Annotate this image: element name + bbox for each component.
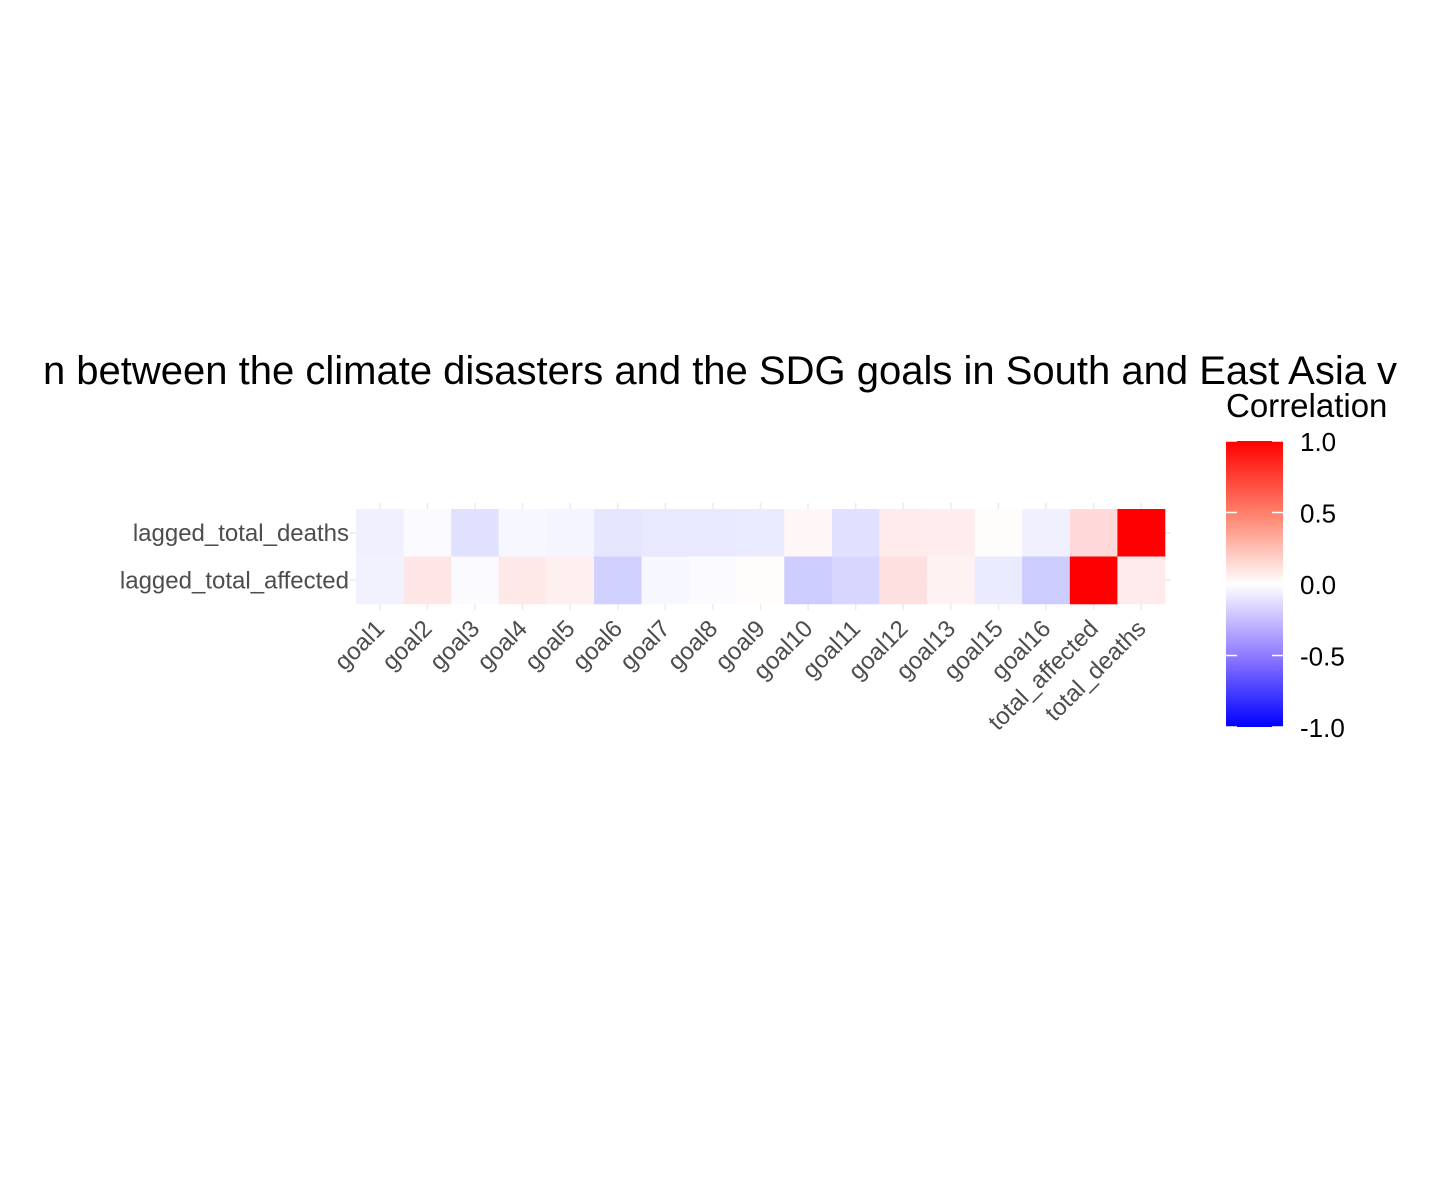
color-legend: Correlation 1.0 0.5 0.0 -0.5 -1.0 [1226, 387, 1387, 743]
y-tick-label: lagged_total_affected [120, 567, 349, 594]
legend-tick-label: 1.0 [1300, 427, 1336, 457]
heatmap-cell [1069, 509, 1118, 557]
heatmap-cell [451, 509, 500, 557]
heatmap-cell [879, 556, 928, 605]
heatmap-cell [1069, 556, 1118, 605]
heatmap-cell [831, 556, 880, 605]
heatmap-cell [498, 556, 547, 605]
x-tick-label: goal4 [472, 615, 533, 676]
heatmap-cell [1117, 509, 1166, 557]
x-tick-label: goal6 [567, 615, 628, 676]
heatmap-cell [546, 509, 595, 557]
heatmap-cell [974, 509, 1023, 557]
heatmap-cell [356, 556, 404, 605]
heatmap-cell [403, 556, 452, 605]
heatmap-cell [736, 556, 785, 605]
x-tick-label: goal3 [425, 615, 486, 676]
heatmap-cell [974, 556, 1023, 605]
legend-tick-label: 0.5 [1300, 499, 1336, 529]
legend-tick-label: -1.0 [1300, 713, 1345, 743]
heatmap-cell [784, 556, 833, 605]
heatmap-cells [356, 509, 1166, 605]
heatmap-cell [1117, 556, 1166, 605]
legend-tick-label: 0.0 [1300, 570, 1336, 600]
legend-title: Correlation [1226, 387, 1387, 424]
heatmap-cell [1022, 509, 1071, 557]
y-axis-labels: lagged_total_deaths lagged_total_affected [120, 520, 349, 595]
heatmap-cell [498, 509, 547, 557]
heatmap-cell [831, 509, 880, 557]
heatmap-cell [689, 509, 738, 557]
heatmap-cell [784, 509, 833, 557]
x-tick-label: goal2 [377, 615, 438, 676]
y-tick-label: lagged_total_deaths [133, 520, 349, 547]
heatmap-cell [593, 556, 642, 605]
legend-tick-label: -0.5 [1300, 642, 1345, 672]
x-tick-label: goal1 [329, 615, 390, 676]
x-tick-label: goal5 [520, 615, 581, 676]
heatmap-cell [356, 509, 404, 557]
heatmap-cell [593, 509, 642, 557]
heatmap-cell [736, 509, 785, 557]
x-axis-labels: goal1goal2goal3goal4goal5goal6goal7goal8… [329, 615, 1151, 736]
heatmap-cell [879, 509, 928, 557]
heatmap-cell [641, 556, 690, 605]
heatmap-cell [927, 509, 975, 557]
heatmap-cell [546, 556, 595, 605]
heatmap-cell [451, 556, 500, 605]
heatmap-cell [641, 509, 690, 557]
chart-title: n between the climate disasters and the … [43, 349, 1397, 393]
heatmap-cell [927, 556, 975, 605]
heatmap-cell [689, 556, 738, 605]
heatmap-cell [1022, 556, 1071, 605]
x-tick-label: goal7 [615, 615, 676, 676]
heatmap-cell [403, 509, 452, 557]
x-tick-label: goal8 [663, 615, 724, 676]
legend-ticks: 1.0 0.5 0.0 -0.5 -1.0 [1226, 427, 1345, 743]
